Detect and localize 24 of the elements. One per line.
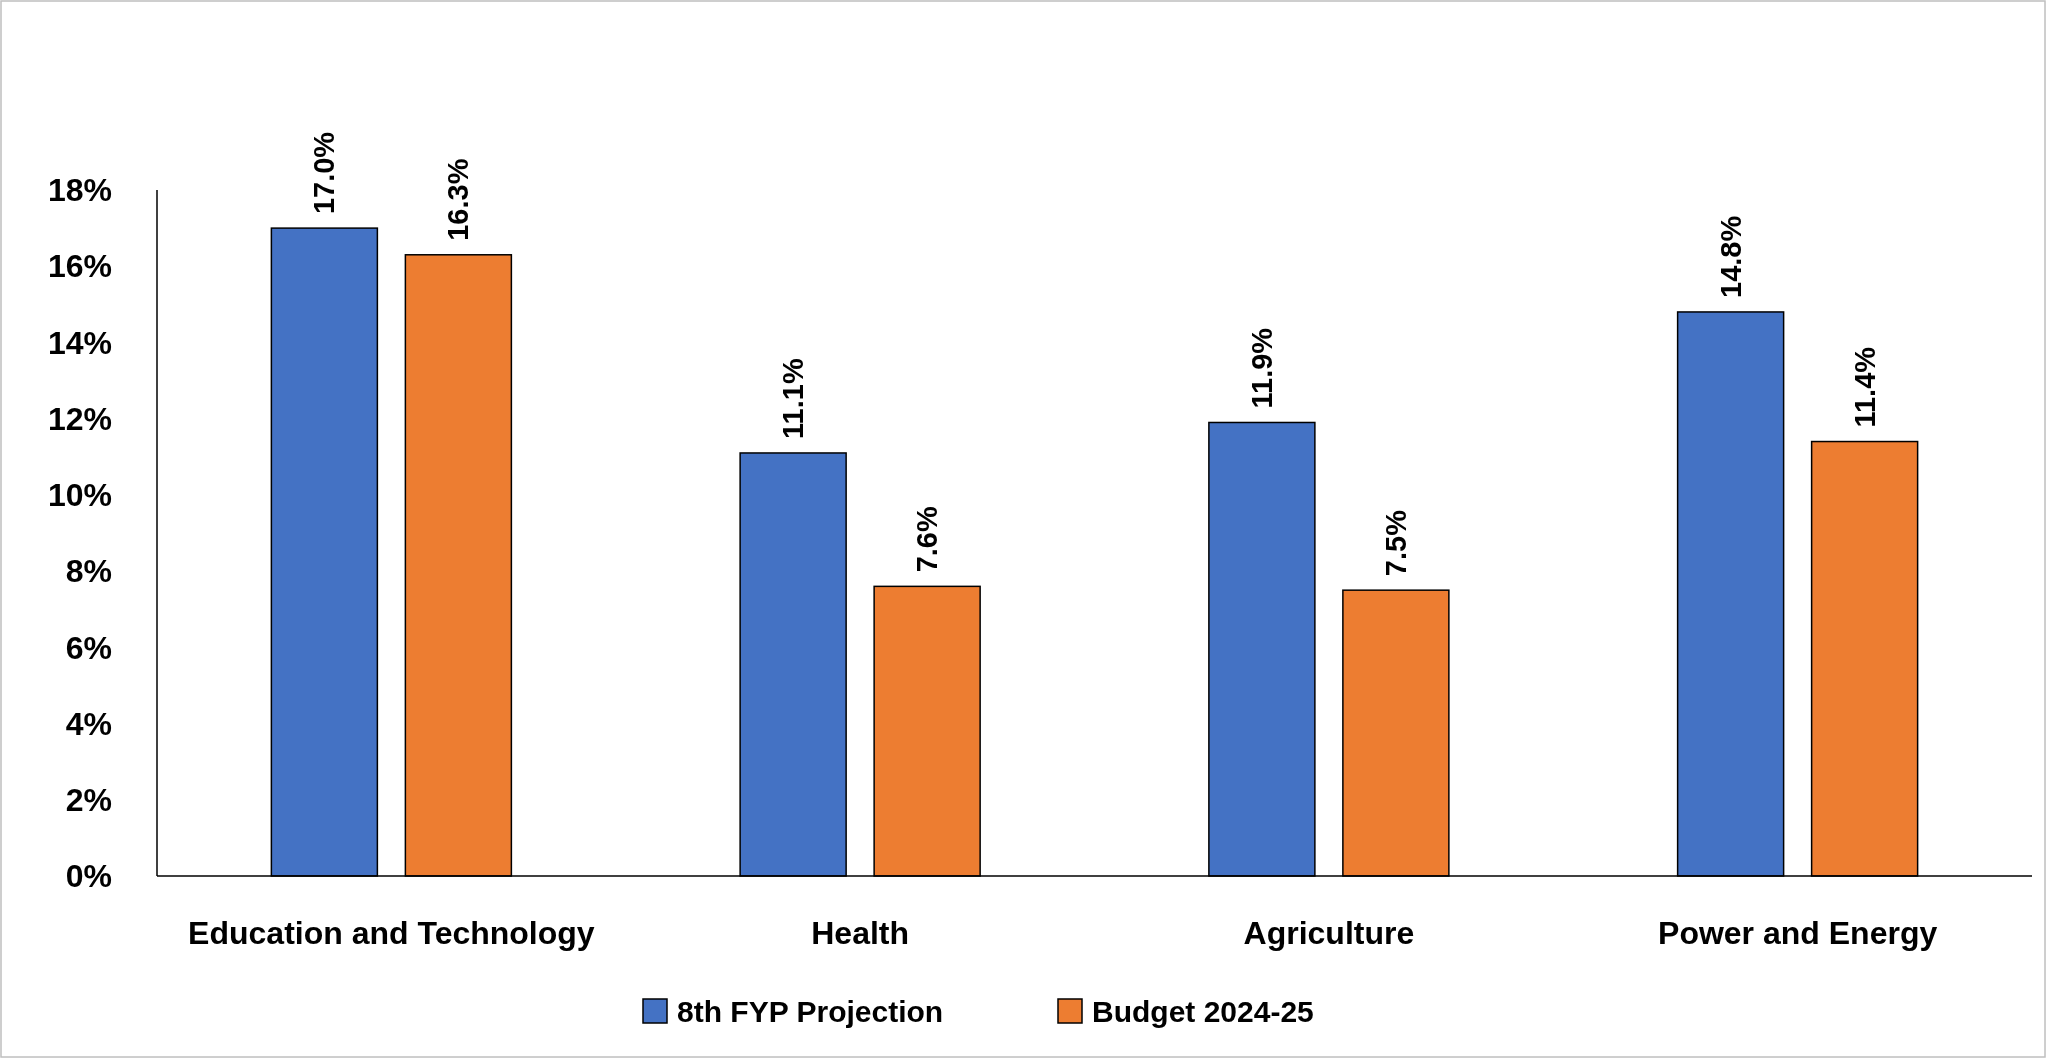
y-tick-label: 12% <box>47 400 112 437</box>
y-tick-label: 6% <box>65 629 112 666</box>
y-tick-label: 10% <box>47 477 112 514</box>
y-tick-label: 14% <box>47 324 112 361</box>
y-tick-label: 0% <box>65 858 112 895</box>
data-label: 11.4% <box>1848 346 1881 428</box>
x-tick-label: Health <box>811 915 910 952</box>
x-tick-label: Agriculture <box>1243 915 1415 952</box>
data-label: 16.3% <box>442 158 475 241</box>
y-tick-label: 8% <box>65 553 112 590</box>
data-label: 7.5% <box>1379 509 1412 577</box>
data-label: 17.0% <box>308 131 341 215</box>
y-tick-label: 2% <box>65 781 112 818</box>
legend-label: 8th FYP Projection <box>677 994 944 1028</box>
y-tick-label: 4% <box>65 705 112 742</box>
y-tick-label: 18% <box>47 172 112 209</box>
y-tick-label: 16% <box>47 248 112 285</box>
data-label: 7.6% <box>911 506 944 573</box>
data-label: 11.9% <box>1245 327 1278 409</box>
x-tick-label: Power and Energy <box>1658 915 1938 952</box>
data-label: 14.8% <box>1714 215 1747 298</box>
legend-label: Budget 2024-25 <box>1092 994 1314 1028</box>
x-tick-label: Education and Technology <box>188 915 595 952</box>
data-label: 11.1% <box>777 358 810 439</box>
